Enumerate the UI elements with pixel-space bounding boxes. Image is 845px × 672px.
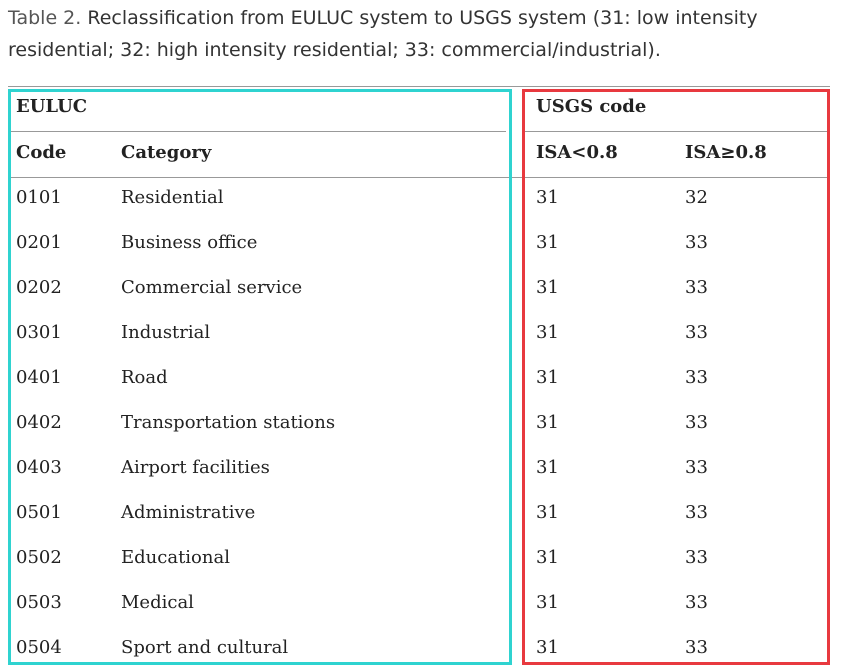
table-cell: 31: [536, 547, 559, 568]
table-cell: 33: [685, 232, 708, 253]
table-cell: 31: [536, 232, 559, 253]
table-cell: 33: [685, 502, 708, 523]
group-header: EULUC: [16, 96, 88, 117]
table-cell: 0202: [16, 277, 62, 298]
highlight-box: [8, 89, 512, 665]
table-cell: 33: [685, 547, 708, 568]
column-header: ISA≥0.8: [685, 142, 767, 163]
table-cell: 0504: [16, 637, 62, 658]
table-cell: 33: [685, 637, 708, 658]
table-cell: 0401: [16, 367, 62, 388]
table-cell: 32: [685, 187, 708, 208]
table-cell: 0201: [16, 232, 62, 253]
table-cell: Road: [121, 367, 168, 388]
group-rule: [10, 131, 506, 132]
group-header: USGS code: [536, 96, 647, 117]
table-cell: 33: [685, 412, 708, 433]
table-cell: Administrative: [121, 502, 256, 523]
table-cell: Educational: [121, 547, 230, 568]
table-cell: 33: [685, 277, 708, 298]
table-cell: 33: [685, 592, 708, 613]
table-cell: 31: [536, 637, 559, 658]
table-cell: 31: [536, 412, 559, 433]
table-cell: 31: [536, 502, 559, 523]
table-cell: 0503: [16, 592, 62, 613]
table-cell: 31: [536, 322, 559, 343]
table-cell: 0402: [16, 412, 62, 433]
table-cell: Sport and cultural: [121, 637, 289, 658]
table-cell: 0502: [16, 547, 62, 568]
table-cell: 31: [536, 277, 559, 298]
header-rule: [10, 177, 828, 178]
table-cell: 31: [536, 187, 559, 208]
table-cell: Business office: [121, 232, 258, 253]
caption-text: Reclassification from EULUC system to US…: [8, 7, 758, 61]
table-cell: 0501: [16, 502, 62, 523]
table-cell: 31: [536, 457, 559, 478]
table-cell: Commercial service: [121, 277, 303, 298]
column-header: Category: [121, 142, 212, 163]
table-top-rule: [8, 86, 830, 87]
column-header: ISA<0.8: [536, 142, 618, 163]
table-cell: 0101: [16, 187, 62, 208]
table-cell: Medical: [121, 592, 194, 613]
group-rule: [525, 131, 828, 132]
table-cell: Transportation stations: [121, 412, 336, 433]
caption-label: Table 2.: [8, 7, 82, 29]
table-cell: 33: [685, 322, 708, 343]
table-cell: 31: [536, 367, 559, 388]
table-cell: 0301: [16, 322, 62, 343]
table-cell: 0403: [16, 457, 62, 478]
caption: Table 2. Reclassification from EULUC sys…: [8, 2, 838, 66]
table-cell: Residential: [121, 187, 224, 208]
table-cell: Airport facilities: [121, 457, 270, 478]
table-cell: Industrial: [121, 322, 211, 343]
highlight-box: [522, 89, 830, 665]
table-cell: 33: [685, 367, 708, 388]
table-cell: 33: [685, 457, 708, 478]
column-header: Code: [16, 142, 67, 163]
table-cell: 31: [536, 592, 559, 613]
